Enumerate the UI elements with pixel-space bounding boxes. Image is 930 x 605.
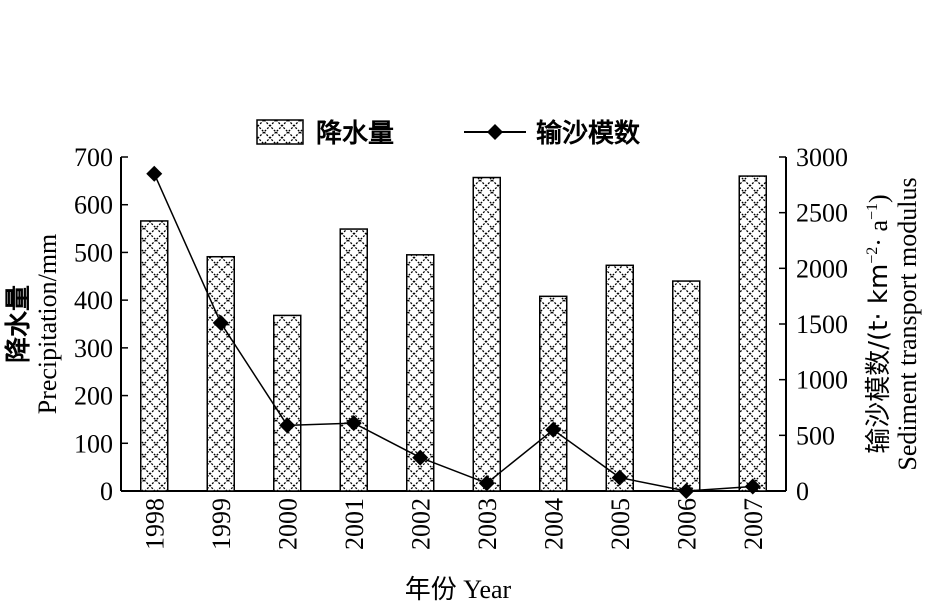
right-tick-label: 2500 [796, 199, 848, 228]
bar-2007 [738, 175, 767, 492]
point-1999 [212, 314, 229, 331]
right-tick-label: 2000 [796, 254, 848, 283]
left-tick-label: 0 [100, 477, 113, 506]
bar-2000 [273, 314, 302, 492]
right-y-label-sup2: −1 [864, 203, 881, 220]
point-2000 [279, 417, 296, 434]
legend-bar-swatch [256, 119, 304, 145]
right-y-label-en: Sediment transport modulus [893, 177, 922, 470]
right-tick-label: 3000 [796, 143, 848, 172]
point-2005 [611, 469, 628, 486]
right-y-label-part1: 输沙模数/(t· km [864, 264, 894, 454]
bar-2006 [672, 280, 701, 492]
point-2002 [412, 449, 429, 466]
right-y-ticks: 0 500 1000 1500 2000 2500 3000 [779, 143, 848, 506]
bar-2005 [605, 264, 634, 492]
right-y-label-end: ) [864, 194, 893, 203]
x-axis-title: 年份 Year [405, 575, 512, 604]
x-tick-label: 2000 [273, 498, 302, 550]
left-tick-label: 400 [74, 286, 113, 315]
x-tick-label: 2002 [406, 498, 435, 550]
point-1998 [146, 165, 163, 182]
x-tick-label: 2004 [539, 498, 568, 550]
right-y-label-mid: · a [864, 220, 893, 247]
left-tick-label: 300 [74, 334, 113, 363]
x-tick-label: 2007 [739, 498, 768, 550]
left-tick-label: 500 [74, 238, 113, 267]
left-y-label-cn: 降水量 [4, 285, 34, 363]
left-tick-label: 600 [74, 191, 113, 220]
sediment-line [153, 173, 753, 492]
line-series [146, 165, 761, 499]
bar-2004 [539, 295, 568, 492]
left-y-label-en: Precipitation/mm [33, 234, 62, 415]
bar-1999 [206, 255, 235, 492]
point-2003 [478, 475, 495, 492]
right-tick-label: 1000 [796, 366, 848, 395]
right-tick-label: 500 [796, 421, 835, 450]
right-tick-label: 1500 [796, 310, 848, 339]
bar-1998 [140, 220, 169, 492]
right-y-label-sup1: −2 [864, 247, 881, 264]
point-2007 [744, 478, 761, 495]
bar-2003 [472, 176, 501, 492]
left-tick-label: 700 [74, 143, 113, 172]
left-tick-label: 200 [74, 382, 113, 411]
bar-series [140, 175, 767, 492]
x-tick-label: 2005 [606, 498, 635, 550]
legend-bar-label: 降水量 [316, 119, 394, 149]
left-tick-label: 100 [74, 429, 113, 458]
legend: 降水量 输沙模数 [256, 118, 641, 149]
x-tick-label: 1999 [207, 498, 236, 550]
point-2001 [345, 415, 362, 432]
x-tick-label: 1998 [140, 498, 169, 550]
x-tick-label: 2003 [473, 498, 502, 550]
x-tick-labels: 1998 1999 2000 2001 2002 2003 2004 2005 2006 2007 [140, 498, 768, 550]
right-tick-label: 0 [796, 477, 809, 506]
point-2006 [678, 483, 695, 499]
legend-line-label: 输沙模数 [536, 118, 641, 149]
x-tick-label: 2006 [672, 498, 701, 550]
x-tick-label: 2001 [340, 498, 369, 550]
left-y-ticks: 0 100 200 300 400 500 600 700 [74, 143, 128, 506]
legend-marker-diamond [487, 124, 503, 140]
point-2004 [545, 421, 562, 438]
right-y-label-cn: 输沙模数/(t· km−2· a−1) [864, 194, 894, 453]
bar-2001 [339, 228, 368, 492]
